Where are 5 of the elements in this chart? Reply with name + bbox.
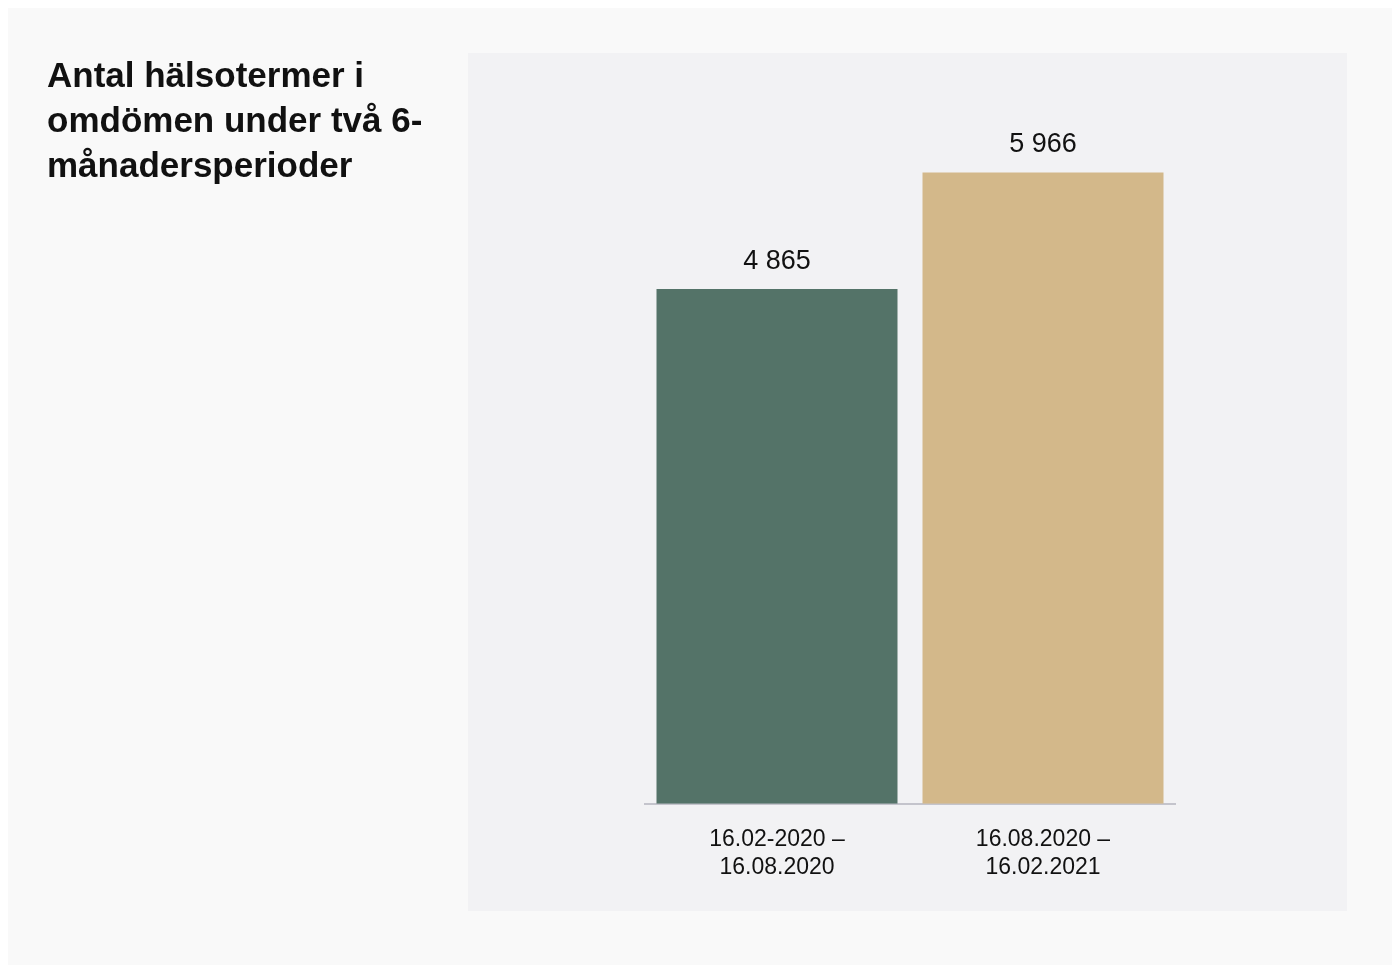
x-tick-label: 16.08.2020 – 16.02.2021 bbox=[975, 824, 1111, 879]
text: Antal hälsotermer i omdömen under två 6-månadersperioder bbox=[47, 54, 424, 186]
x-tick-label: 16.02-2020 – 16.08.2020 bbox=[709, 824, 845, 879]
data-label: 4 865 bbox=[743, 244, 811, 275]
data-label: 5 966 bbox=[1009, 128, 1077, 159]
